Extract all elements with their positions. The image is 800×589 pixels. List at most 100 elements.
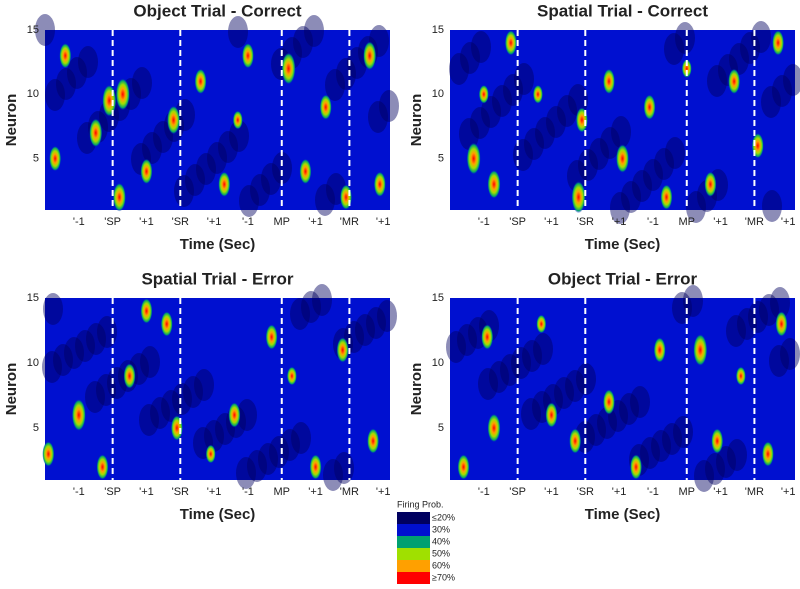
background-texture <box>377 300 397 332</box>
hotspot <box>728 68 741 95</box>
background-texture <box>449 53 469 85</box>
background-texture <box>261 163 281 195</box>
background-texture <box>239 185 259 217</box>
hotspot <box>602 68 615 95</box>
background-texture <box>748 301 768 333</box>
background-texture <box>683 285 703 317</box>
hotspot <box>228 402 241 428</box>
hotspot <box>241 43 254 69</box>
background-texture <box>621 181 641 213</box>
background-texture <box>96 374 116 406</box>
background-texture <box>355 314 375 346</box>
hotspot <box>466 142 481 175</box>
x-tick-label: MP <box>679 216 696 228</box>
background-texture <box>761 86 781 118</box>
x-tick-label: '+1 <box>544 216 559 228</box>
hotspot <box>115 78 130 111</box>
x-tick-label: '+1 <box>781 486 796 498</box>
hotspot <box>735 366 746 386</box>
hotspot <box>286 366 297 386</box>
background-texture <box>737 308 757 340</box>
background-texture <box>546 106 566 138</box>
background-texture <box>673 416 693 448</box>
background-texture <box>258 443 278 475</box>
background-texture <box>366 307 386 339</box>
background-texture <box>557 95 577 127</box>
y-tick-label: 10 <box>432 88 444 100</box>
background-texture <box>611 116 631 148</box>
hotspot <box>761 441 774 467</box>
hotspot <box>49 145 62 172</box>
background-texture <box>470 107 490 139</box>
x-tick-label: '+1 <box>376 486 391 498</box>
x-axis-label: Time (Sec) <box>585 506 661 523</box>
heatmap-background <box>450 30 795 210</box>
hotspot <box>367 428 380 454</box>
y-tick-label: 5 <box>438 422 444 434</box>
x-tick-label: '+1 <box>612 486 627 498</box>
background-texture <box>522 340 542 372</box>
background-texture <box>153 121 173 153</box>
heatmap-background <box>45 298 390 480</box>
y-tick-label: 15 <box>27 292 39 304</box>
x-tick-label: 'SP <box>104 216 121 228</box>
colorbar-swatch <box>397 512 430 524</box>
background-texture <box>290 298 310 330</box>
background-texture <box>686 191 706 223</box>
chart-title: Spatial Trial - Correct <box>537 1 708 20</box>
x-tick-label: '+1 <box>207 486 222 498</box>
background-texture <box>174 175 194 207</box>
chart-title: Spatial Trial - Error <box>141 269 293 288</box>
background-texture <box>524 128 544 160</box>
background-texture <box>597 407 617 439</box>
background-texture <box>379 90 399 122</box>
y-axis-label: Neuron <box>3 363 20 416</box>
hotspot <box>363 41 377 71</box>
hotspot <box>504 30 517 56</box>
background-texture <box>250 174 270 206</box>
hotspot <box>478 84 489 104</box>
x-tick-label: '-1 <box>73 486 85 498</box>
hotspot <box>532 84 543 104</box>
background-texture <box>672 292 692 324</box>
x-tick-label: '+1 <box>713 216 728 228</box>
hotspot <box>630 454 643 480</box>
background-texture <box>67 57 87 89</box>
background-texture <box>204 420 224 452</box>
background-texture <box>513 139 533 171</box>
background-texture <box>53 344 73 376</box>
background-texture <box>651 430 671 462</box>
background-texture <box>301 291 321 323</box>
background-texture <box>675 22 695 54</box>
x-tick-label: 'MR <box>745 216 764 228</box>
hotspot <box>660 184 673 210</box>
background-texture <box>304 15 324 47</box>
background-texture <box>586 414 606 446</box>
background-texture <box>554 377 574 409</box>
x-tick-label: '-1 <box>647 216 659 228</box>
hotspot <box>281 52 296 85</box>
hotspot <box>336 337 349 363</box>
x-tick-label: '+1 <box>207 216 222 228</box>
background-texture <box>478 368 498 400</box>
colorbar-title: Firing Prob. <box>397 499 444 509</box>
x-tick-label: '-1 <box>478 486 490 498</box>
hotspot <box>89 118 103 148</box>
x-tick-label: 'SP <box>509 486 526 498</box>
x-tick-label: 'MR <box>340 216 359 228</box>
colorbar-label: ≤20% <box>432 512 455 522</box>
background-texture <box>459 118 479 150</box>
background-texture <box>45 79 65 111</box>
background-texture <box>565 370 585 402</box>
hotspot <box>571 181 586 214</box>
y-tick-label: 5 <box>33 422 39 434</box>
x-tick-label: 'MR <box>745 486 764 498</box>
hotspot <box>123 363 136 389</box>
background-texture <box>716 446 736 478</box>
heatmap-background <box>45 30 390 210</box>
background-texture <box>368 101 388 133</box>
hotspot <box>232 110 243 130</box>
background-texture <box>86 323 106 355</box>
